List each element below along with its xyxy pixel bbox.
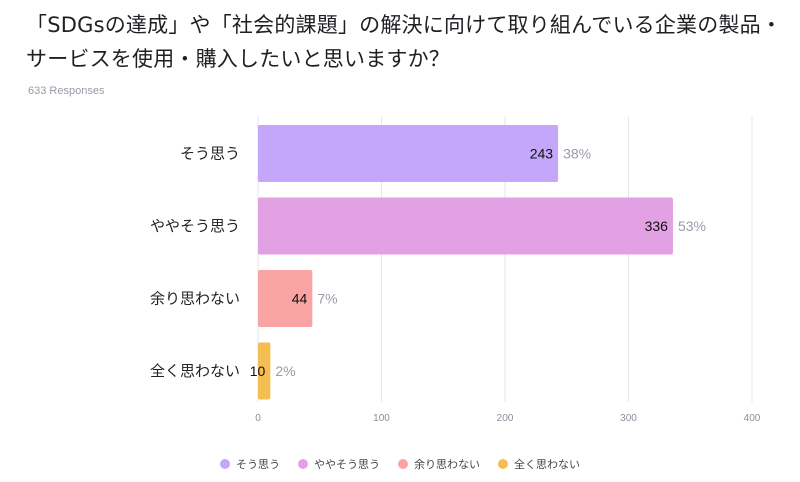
- value-label: 10: [250, 363, 266, 379]
- legend-swatch: [220, 459, 230, 469]
- legend-item: そう思う: [220, 456, 280, 472]
- percent-label: 53%: [678, 218, 706, 234]
- category-label: 全く思わない: [150, 362, 240, 380]
- response-count: 633 Responses: [28, 85, 105, 97]
- x-tick-label: 400: [744, 413, 761, 424]
- category-label: 余り思わない: [150, 290, 240, 308]
- bar: [258, 125, 559, 182]
- x-tick-label: 300: [620, 413, 637, 424]
- legend-label: 余り思わない: [414, 458, 480, 471]
- legend-item: ややそう思う: [298, 456, 380, 472]
- bar: [258, 270, 313, 327]
- legend-item: 余り思わない: [398, 456, 480, 472]
- category-label: そう思う: [180, 145, 240, 163]
- x-tick-label: 0: [255, 413, 261, 424]
- category-label: ややそう思う: [150, 217, 240, 235]
- value-label: 336: [645, 218, 669, 234]
- x-tick-label: 100: [373, 413, 390, 424]
- chart-title: 「SDGsの達成」や「社会的課題」の解決に向けて取り組んでいる企業の製品・サービ…: [26, 13, 783, 71]
- value-label: 243: [530, 146, 554, 162]
- bar: [258, 342, 271, 400]
- legend-swatch: [398, 459, 408, 469]
- chart-legend: そう思う ややそう思う 余り思わない 全く思わない: [0, 456, 800, 472]
- legend-swatch: [498, 459, 508, 469]
- percent-label: 38%: [563, 146, 591, 162]
- value-label: 44: [292, 291, 308, 307]
- x-tick-label: 200: [497, 413, 514, 424]
- legend-swatch: [298, 459, 308, 469]
- legend-item: 全く思わない: [498, 456, 580, 472]
- legend-label: そう思う: [236, 458, 280, 471]
- bar: [258, 197, 673, 255]
- legend-label: 全く思わない: [514, 458, 580, 471]
- percent-label: 2%: [275, 363, 295, 379]
- percent-label: 7%: [317, 291, 337, 307]
- legend-label: ややそう思う: [314, 458, 380, 471]
